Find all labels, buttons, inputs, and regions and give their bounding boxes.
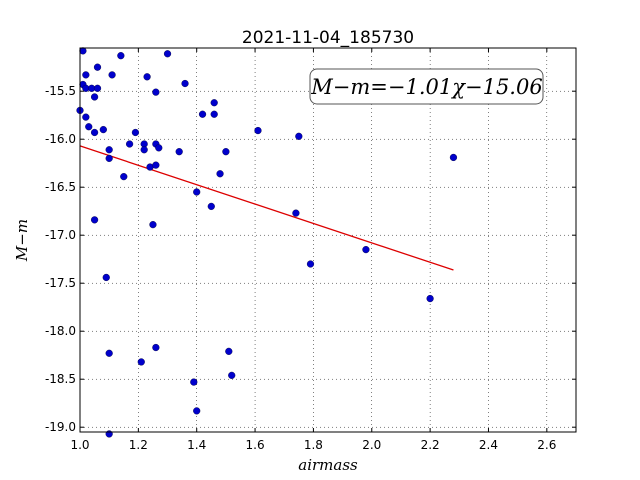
- data-point: [137, 358, 145, 366]
- grid-layer: [79, 48, 576, 432]
- data-point: [190, 378, 198, 386]
- data-point: [210, 99, 218, 107]
- fit-line: [79, 145, 454, 271]
- ticks-layer: 1.0 1.2 1.4 1.6 1.8 2.0 2.2 2.4 2.6 -15.5 -16.0 -16…: [45, 48, 576, 452]
- x-tick-label: 2.4: [479, 438, 498, 452]
- data-point: [449, 153, 458, 162]
- data-point: [216, 170, 224, 178]
- data-point: [163, 50, 172, 58]
- data-point: [295, 132, 303, 140]
- data-point: [198, 110, 207, 118]
- x-tick-label: 2.2: [421, 438, 440, 452]
- data-point: [228, 371, 236, 379]
- x-axis-label: airmass: [298, 456, 358, 474]
- x-tick-label: 1.6: [246, 438, 265, 452]
- y-tick-label: -19.0: [45, 420, 76, 434]
- fit-layer: [79, 145, 454, 271]
- data-point: [82, 71, 90, 79]
- data-point: [99, 126, 107, 134]
- x-tick-label: 1.0: [70, 438, 89, 452]
- data-point: [131, 128, 140, 137]
- data-point: [426, 294, 434, 303]
- data-point: [90, 93, 99, 101]
- x-tick-label: 1.8: [304, 438, 323, 452]
- data-point: [85, 123, 93, 131]
- y-tick-label: -17.5: [45, 276, 76, 290]
- fit-equation: M−m=−1.01χ−15.06: [310, 75, 542, 99]
- data-point: [193, 188, 201, 196]
- points-layer: [76, 47, 458, 438]
- data-point: [120, 173, 128, 181]
- y-tick-label: -17.0: [45, 228, 76, 242]
- data-point: [149, 221, 157, 229]
- data-point: [362, 246, 370, 254]
- data-point: [225, 347, 233, 355]
- data-point: [152, 88, 160, 96]
- x-tick-label: 1.4: [187, 438, 206, 452]
- data-point: [140, 146, 148, 154]
- x-tick-label: 1.2: [129, 438, 148, 452]
- fit-equation-box: M−m=−1.01χ−15.06: [309, 68, 544, 105]
- data-point: [105, 154, 113, 163]
- data-point: [117, 52, 125, 60]
- data-point: [193, 407, 201, 415]
- y-tick-label: -16.5: [45, 180, 76, 194]
- fit-equation-frame: [309, 68, 544, 105]
- data-point: [82, 113, 90, 121]
- data-point: [102, 273, 110, 282]
- x-tick-label: 2.0: [362, 438, 381, 452]
- data-point: [222, 148, 230, 156]
- data-point: [175, 148, 183, 156]
- y-tick-label: -18.5: [45, 372, 76, 386]
- data-point: [207, 202, 215, 211]
- data-point: [126, 140, 134, 148]
- data-point: [152, 343, 160, 352]
- y-tick-label: -16.0: [45, 132, 76, 146]
- plot-frame: [79, 47, 577, 433]
- data-point: [155, 144, 163, 152]
- data-point: [90, 128, 99, 137]
- data-point: [181, 79, 189, 88]
- data-point: [254, 126, 262, 135]
- data-point: [306, 260, 315, 268]
- data-point: [143, 73, 151, 81]
- y-tick-label: -18.0: [45, 324, 76, 338]
- data-point: [105, 349, 113, 357]
- data-point: [152, 161, 160, 169]
- data-point: [105, 146, 113, 154]
- data-point: [292, 209, 300, 217]
- chart-title: 2021-11-04_185730: [242, 28, 414, 48]
- data-point: [108, 71, 116, 79]
- data-point: [210, 110, 218, 118]
- x-tick-label: 2.6: [537, 438, 556, 452]
- y-axis-label: M−m: [13, 219, 31, 262]
- data-point: [90, 216, 99, 224]
- y-tick-label: -15.5: [45, 84, 76, 98]
- data-point: [93, 84, 102, 92]
- data-point: [93, 63, 102, 71]
